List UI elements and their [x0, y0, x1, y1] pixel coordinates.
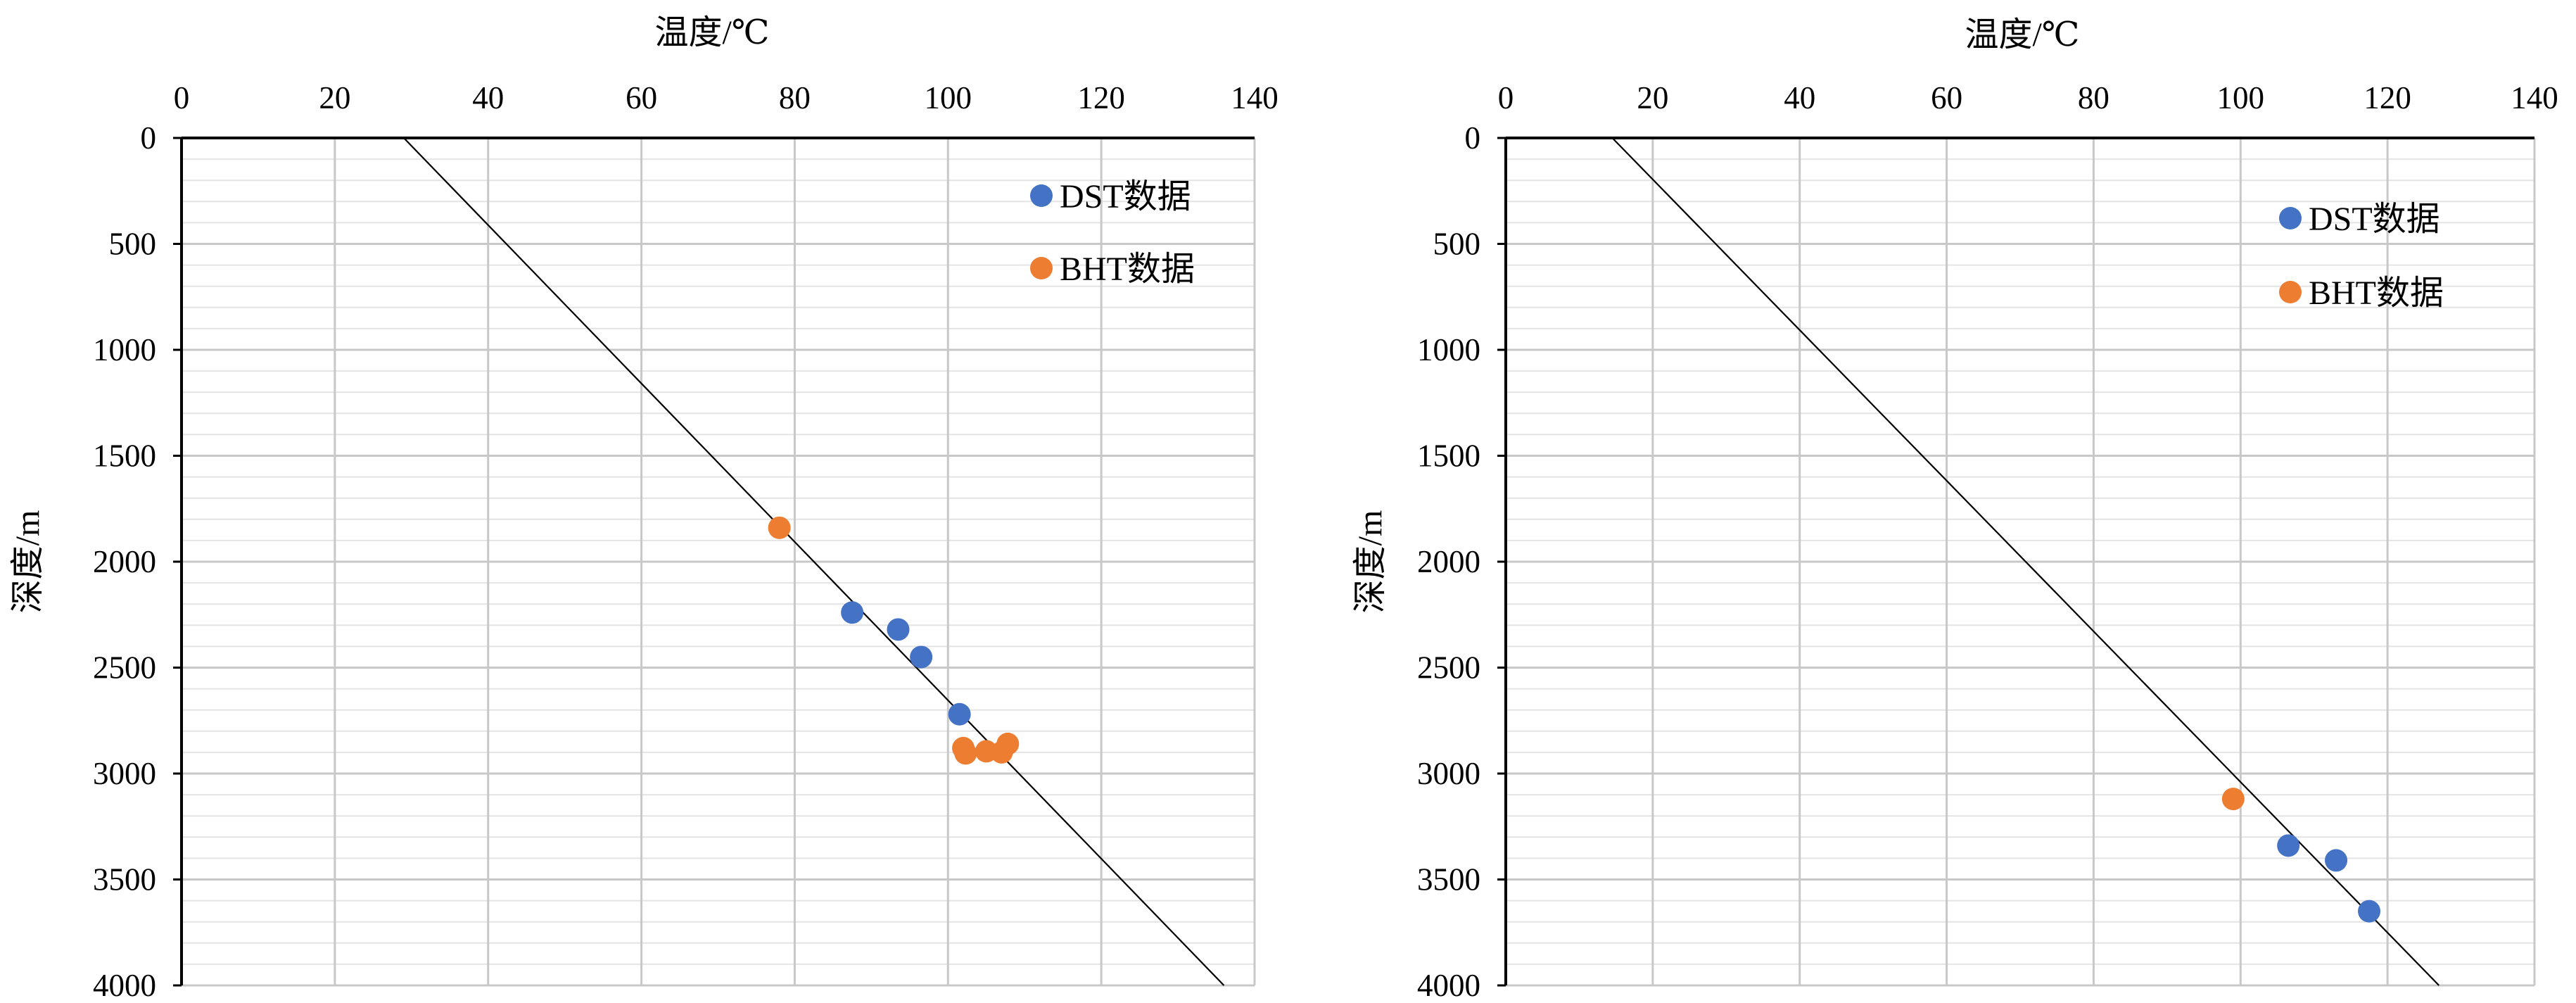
chart-1-y-tick-label: 1500	[93, 439, 156, 474]
chart-2-data-point	[2358, 900, 2381, 923]
chart-2-y-tick-label: 1500	[1417, 439, 1480, 474]
chart-1-legend-label: DST数据	[1060, 178, 1191, 215]
chart-2-x-tick-label: 140	[2511, 80, 2558, 115]
depth-temperature-chart-right: 0 20 40 60 80 100 120 140 0 500 1000 1500 2000 2500 30…	[1352, 16, 2558, 1003]
chart-2-y-tick-label: 4000	[1417, 968, 1480, 1003]
chart-1-minor-grid	[182, 158, 1255, 965]
chart-1-x-tick-label: 40	[472, 80, 504, 115]
chart-1-y-axis-title: 深度/m	[9, 510, 46, 614]
chart-1-legend-marker	[1030, 257, 1053, 279]
chart-2-x-axis-title: 温度/℃	[1965, 16, 2079, 53]
chart-1-series-2	[768, 516, 1020, 765]
chart-2-y-tick-label: 3000	[1417, 756, 1480, 791]
chart-1-data-point	[954, 742, 977, 765]
chart-2-x-tick-label: 100	[2217, 80, 2265, 115]
chart-2-legend-marker	[2279, 281, 2302, 303]
chart-2-y-tick-label: 0	[1465, 120, 1481, 156]
chart-2-legend-marker	[2279, 207, 2302, 229]
chart-1-y-tick-label: 3000	[93, 756, 156, 791]
chart-1-y-tick-marks	[173, 137, 182, 987]
depth-temperature-chart-left: 0 20 40 60 80 100 120 140 0 500 1000 1500 2000 2500 30…	[9, 14, 1279, 1003]
chart-1-legend: DST数据 BHT数据	[1030, 178, 1195, 288]
chart-2-x-tick-label: 80	[2078, 80, 2109, 115]
chart-1-trendline	[403, 137, 1225, 986]
chart-1-y-tick-label: 500	[109, 227, 157, 262]
chart-2-x-tick-label: 20	[1637, 80, 1668, 115]
chart-1-major-grid	[182, 138, 1256, 987]
chart-1-data-point	[768, 516, 791, 539]
chart-1-y-tick-label: 4000	[93, 968, 156, 1003]
chart-1-x-tick-label: 20	[319, 80, 350, 115]
chart-2-y-axis-title: 深度/m	[1352, 510, 1389, 614]
chart-1-legend-marker	[1030, 184, 1053, 207]
chart-2-legend: DST数据 BHT数据	[2279, 201, 2444, 312]
chart-2-x-tick-label: 40	[1784, 80, 1815, 115]
chart-1-y-tick-label: 3500	[93, 862, 156, 897]
chart-1-x-tick-label: 140	[1231, 80, 1279, 115]
chart-1-data-point	[887, 618, 910, 641]
chart-1-data-point	[910, 645, 933, 669]
chart-2-series-1	[2277, 834, 2381, 923]
chart-2-y-tick-marks	[1497, 137, 1506, 987]
chart-1-y-tick-label: 0	[141, 120, 157, 156]
chart-1-x-tick-label: 100	[925, 80, 972, 115]
chart-1-data-point	[841, 601, 864, 624]
chart-1-y-tick-label: 2000	[93, 544, 156, 579]
chart-1-data-point	[996, 732, 1020, 755]
chart-2-y-tick-label: 500	[1433, 227, 1481, 262]
chart-1-data-point	[948, 702, 971, 726]
chart-1-x-tick-label: 0	[174, 80, 190, 115]
chart-2-y-tick-label: 1000	[1417, 332, 1480, 367]
chart-2-y-tick-label: 2500	[1417, 650, 1480, 686]
chart-2-data-point	[2325, 849, 2348, 872]
chart-1-legend-label: BHT数据	[1060, 251, 1195, 288]
chart-2-legend-label: BHT数据	[2309, 275, 2444, 312]
chart-2-x-tick-label: 0	[1498, 80, 1514, 115]
chart-2-data-point	[2221, 788, 2245, 811]
chart-1-x-tick-label: 120	[1077, 80, 1125, 115]
chart-1-series-1	[841, 601, 971, 726]
chart-2-series-2	[2221, 788, 2245, 811]
chart-1-x-tick-label: 60	[626, 80, 657, 115]
chart-2-legend-label: DST数据	[2309, 201, 2440, 238]
chart-2-x-tick-label: 60	[1931, 80, 1962, 115]
chart-1-x-axis-title: 温度/℃	[654, 14, 769, 51]
chart-2-x-tick-label: 120	[2364, 80, 2411, 115]
chart-2-major-grid	[1506, 138, 2536, 987]
chart-2-y-tick-label: 2000	[1417, 544, 1480, 579]
chart-2-y-tick-label: 3500	[1417, 862, 1480, 897]
chart-2-data-point	[2277, 834, 2300, 857]
chart-2-trendline	[1611, 137, 2440, 986]
chart-1-y-tick-label: 2500	[93, 650, 156, 686]
chart-1-y-tick-label: 1000	[93, 332, 156, 367]
chart-1-x-tick-label: 80	[779, 80, 811, 115]
chart-2-minor-grid	[1506, 158, 2534, 965]
